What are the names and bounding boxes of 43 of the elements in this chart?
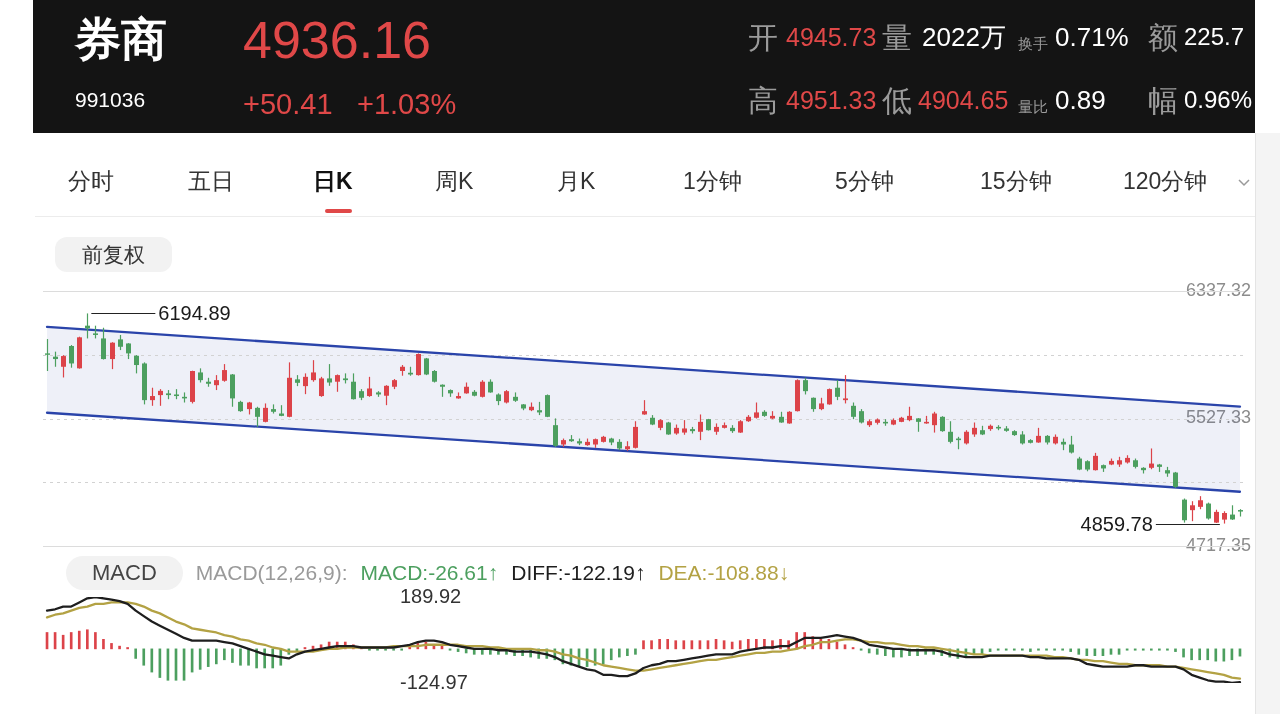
text: 前复权 bbox=[82, 242, 145, 267]
text: +50.41 bbox=[243, 88, 333, 121]
y-tick-label: 4717.35 bbox=[1185, 534, 1251, 555]
text: 五日 bbox=[188, 168, 234, 195]
text: 225.7 bbox=[1184, 23, 1245, 51]
text: 高 bbox=[748, 84, 778, 117]
text: 量比 bbox=[1018, 98, 1048, 116]
text: 0.89 bbox=[1055, 85, 1106, 115]
annotation: 4859.78 bbox=[1080, 513, 1153, 536]
y-tick-label: -124.97 bbox=[400, 670, 468, 693]
y-tick-label: 189.92 bbox=[400, 584, 462, 607]
text: DIFF:-122.19↑ bbox=[511, 561, 646, 585]
text: 5分钟 bbox=[835, 168, 894, 195]
text: 开 bbox=[748, 21, 778, 54]
text: 0.71% bbox=[1055, 22, 1129, 52]
text: 月K bbox=[557, 168, 596, 195]
text: 4951.33 bbox=[786, 86, 877, 115]
text: 2022万 bbox=[922, 22, 1006, 52]
text: 分时 bbox=[68, 168, 114, 195]
text: +1.03% bbox=[357, 88, 457, 121]
text: 4945.73 bbox=[786, 23, 877, 52]
text: 15分钟 bbox=[980, 168, 1052, 195]
y-tick-label: 5527.33 bbox=[1185, 407, 1251, 428]
text: 日K bbox=[313, 168, 353, 195]
text: 券商 bbox=[75, 13, 167, 65]
text: 120分钟 bbox=[1123, 168, 1208, 195]
legend-title: MACD(12,26,9): bbox=[195, 561, 348, 585]
text: 幅 bbox=[1148, 84, 1178, 117]
text: 额 bbox=[1148, 21, 1178, 54]
y-tick-label: 6337.32 bbox=[1185, 279, 1251, 300]
text: 周K bbox=[435, 168, 474, 195]
annotation: 6194.89 bbox=[158, 302, 231, 325]
text: 低 bbox=[882, 84, 912, 117]
text: 4904.65 bbox=[918, 86, 1009, 115]
text: MACD:-26.61↑ bbox=[360, 561, 499, 585]
text: 4936.16 bbox=[243, 11, 431, 70]
text: DEA:-108.88↓ bbox=[658, 561, 790, 585]
chart-title: MACD bbox=[92, 559, 157, 586]
text: 991036 bbox=[75, 88, 146, 112]
text: 量 bbox=[882, 21, 912, 54]
text: 0.96% bbox=[1184, 86, 1253, 114]
text: 1分钟 bbox=[683, 168, 742, 195]
text: 换手 bbox=[1018, 35, 1048, 53]
